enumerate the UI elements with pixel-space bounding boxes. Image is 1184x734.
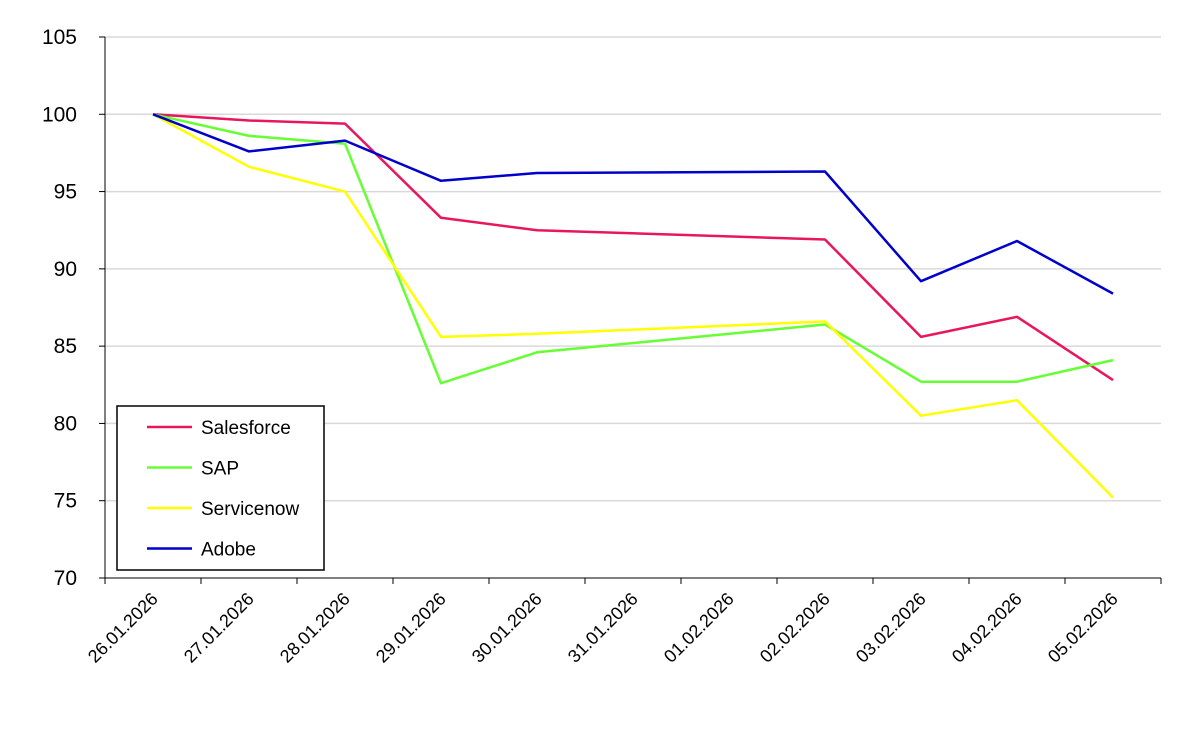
legend-label: Adobe <box>201 540 256 561</box>
x-tick-label: 31.01.2026 <box>564 589 642 667</box>
x-tick-labels: 26.01.2026 27.01.2026 28.01.2026 29.01.2026… <box>84 589 1122 667</box>
x-tick-label: 27.01.2026 <box>180 589 258 667</box>
x-tick-label: 26.01.2026 <box>84 589 162 667</box>
y-tick-label: 80 <box>54 412 77 435</box>
y-tick-label: 100 <box>42 103 77 126</box>
legend-label: Salesforce <box>201 418 291 439</box>
y-tick-label: 105 <box>42 26 77 49</box>
y-tick-label: 95 <box>54 181 77 204</box>
series-line-adobe <box>152 113 1114 295</box>
x-tick-label: 01.02.2026 <box>660 589 738 667</box>
y-tick-label: 85 <box>54 335 77 358</box>
x-tick-label: 04.02.2026 <box>948 589 1026 667</box>
series-line-servicenow <box>152 113 1114 499</box>
y-tick-label: 75 <box>54 490 77 513</box>
y-tick-label: 90 <box>54 258 77 281</box>
series-lines <box>152 113 1114 499</box>
x-tick-label: 03.02.2026 <box>852 589 930 667</box>
x-tick-label: 28.01.2026 <box>276 589 354 667</box>
axes <box>99 36 1162 584</box>
x-tick-label: 05.02.2026 <box>1044 589 1122 667</box>
y-tick-labels: 70 75 80 85 90 95 100 105 <box>42 26 77 590</box>
legend-box <box>116 405 325 571</box>
y-tick-label: 70 <box>54 567 77 590</box>
legend-label: Servicenow <box>201 499 299 520</box>
series-line-sap <box>152 113 1114 385</box>
x-tick-label: 29.01.2026 <box>372 589 450 667</box>
x-tick-label: 30.01.2026 <box>468 589 546 667</box>
legend: Salesforce SAP Servicenow Adobe <box>116 405 325 571</box>
legend-label: SAP <box>201 459 239 480</box>
x-tick-label: 02.02.2026 <box>756 589 834 667</box>
series-line-salesforce <box>152 113 1114 382</box>
